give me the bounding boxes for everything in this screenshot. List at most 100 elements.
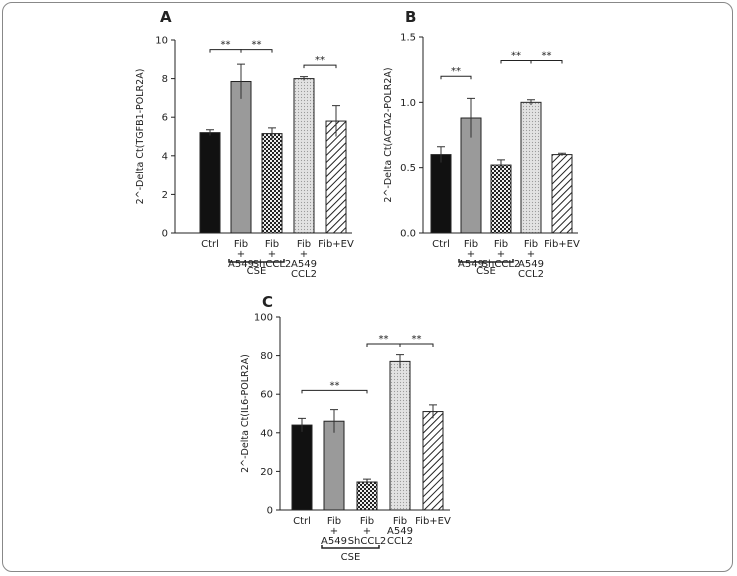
x-tick-label: Fib+EV [318, 239, 354, 250]
x-tick-label: Ctrl [201, 239, 219, 250]
significance-label: ** [542, 51, 552, 62]
x-tick-label: Fib [327, 516, 341, 527]
x-tick-label: + [363, 526, 371, 537]
significance-bracket [301, 389, 368, 394]
y-tick-label: 0 [162, 229, 168, 240]
significance-label: ** [511, 51, 521, 62]
x-tick-label: Fib+EV [415, 516, 451, 527]
x-tick-label: Fib [494, 239, 508, 250]
error-bar [268, 127, 276, 140]
x-tick-label: Fib+EV [544, 239, 580, 250]
group-label: CSE [247, 266, 267, 277]
bar [389, 360, 411, 511]
group-label: CSE [341, 552, 361, 563]
bar [325, 120, 347, 234]
bar [323, 420, 345, 511]
significance-bracket [399, 343, 434, 348]
significance-label: ** [252, 40, 262, 51]
y-tick-label: 1.5 [400, 33, 416, 44]
significance-label: ** [451, 66, 461, 77]
y-axis-label: 2^-Delta Ct(IL6-POLR2A) [240, 354, 251, 473]
bar [422, 411, 444, 511]
error-bar [467, 97, 475, 138]
x-tick-label: CCL2 [387, 536, 413, 547]
error-bar [332, 105, 340, 137]
significance-bracket [440, 75, 472, 80]
error-bar [527, 99, 535, 105]
x-tick-label: A549 [321, 536, 347, 547]
significance-label: ** [221, 40, 231, 51]
group-label: CSE [476, 266, 496, 277]
x-tick-label: Fib [297, 239, 311, 250]
group-bracket [321, 545, 380, 549]
bar [199, 132, 221, 234]
y-tick-label: 8 [162, 74, 168, 85]
x-tick-label: Ctrl [293, 516, 311, 527]
error-bar [558, 152, 566, 156]
bar [430, 154, 452, 234]
error-bar [437, 146, 445, 163]
x-tick-label: A549 [291, 259, 317, 270]
x-tick-label: Fib [360, 516, 374, 527]
y-tick-label: 2 [162, 190, 168, 201]
x-tick-label: Fib [265, 239, 279, 250]
panel-label: A [160, 8, 172, 26]
x-tick-label: + [330, 526, 338, 537]
x-tick-label: Fib [234, 239, 248, 250]
x-tick-label: CCL2 [291, 269, 317, 280]
x-tick-label: ShCCL2 [348, 536, 387, 547]
y-tick-label: 1.0 [400, 98, 416, 109]
y-tick-label: 100 [254, 313, 273, 324]
y-tick-label: 0 [267, 506, 273, 517]
x-tick-label: A549 [387, 526, 413, 537]
bar [356, 481, 378, 511]
significance-bracket [530, 60, 563, 64]
significance-label: ** [379, 334, 389, 345]
bar [291, 424, 313, 511]
panel-label: B [405, 8, 416, 26]
bar [520, 101, 542, 234]
panel-label: C [262, 293, 273, 311]
x-tick-label: + [467, 249, 475, 260]
bar [293, 78, 315, 234]
group-bracket [458, 259, 514, 263]
y-tick-label: 6 [162, 113, 168, 124]
error-bar [298, 417, 306, 432]
significance-label: ** [330, 380, 340, 391]
significance-label: ** [412, 334, 422, 345]
x-tick-label: A549 [228, 259, 254, 270]
x-tick-label: + [527, 249, 535, 260]
x-tick-label: Fib [524, 239, 538, 250]
x-tick-label: + [237, 249, 245, 260]
y-tick-label: 60 [260, 390, 273, 401]
x-tick-label: A549 [458, 259, 484, 270]
x-tick-label: ShCCL2 [482, 259, 521, 270]
y-tick-label: 20 [260, 467, 273, 478]
y-tick-label: 4 [162, 151, 168, 162]
bar [490, 164, 512, 234]
x-tick-label: + [497, 249, 505, 260]
x-tick-label: A549 [518, 259, 544, 270]
x-tick-label: ShCCL2 [253, 259, 292, 270]
error-bar [396, 354, 404, 369]
error-bar [237, 63, 245, 99]
y-tick-label: 40 [260, 428, 273, 439]
x-tick-label: Fib [464, 239, 478, 250]
error-bar [206, 129, 214, 136]
x-tick-label: + [268, 249, 276, 260]
error-bar [429, 404, 437, 419]
x-tick-label: Ctrl [432, 239, 450, 250]
significance-label: ** [315, 55, 325, 66]
bar [551, 154, 573, 234]
bar [230, 80, 252, 234]
x-tick-label: CCL2 [518, 269, 544, 280]
y-axis-label: 2^-Delta Ct(TGFB1-POLR2A) [135, 69, 146, 205]
error-bar [363, 478, 371, 485]
y-tick-label: 0.5 [400, 163, 416, 174]
group-bracket [228, 259, 285, 263]
y-axis-label: 2^-Delta Ct(ACTA2-POLR2A) [383, 67, 394, 202]
x-tick-label: + [300, 249, 308, 260]
x-tick-label: Fib [393, 516, 407, 527]
